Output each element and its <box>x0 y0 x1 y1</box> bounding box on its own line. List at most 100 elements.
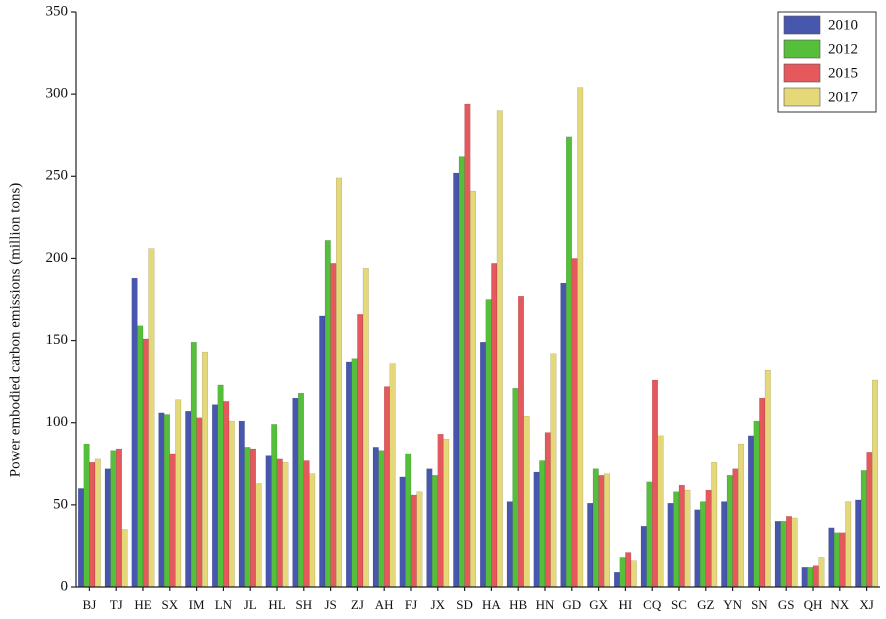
bar <box>432 475 439 588</box>
bar <box>389 363 396 588</box>
x-tick-label: SX <box>161 597 178 612</box>
bar <box>544 432 551 588</box>
x-tick-label: GS <box>778 597 795 612</box>
bar <box>175 399 182 588</box>
bar <box>276 458 283 588</box>
bar <box>372 447 379 588</box>
bar <box>496 110 503 588</box>
x-tick-label: HN <box>536 597 555 612</box>
x-tick-label: HE <box>134 597 151 612</box>
bar <box>309 473 316 588</box>
bar <box>384 386 391 588</box>
bar <box>426 468 433 588</box>
x-tick-label: ZJ <box>351 597 364 612</box>
bar <box>485 299 492 588</box>
x-tick-label: HI <box>619 597 633 612</box>
x-tick-label: LN <box>215 597 233 612</box>
bar <box>801 567 808 588</box>
x-tick-label: FJ <box>405 597 417 612</box>
bar <box>201 351 208 588</box>
x-tick-label: SN <box>751 597 768 612</box>
bar <box>244 447 251 588</box>
bar <box>732 468 739 588</box>
bar <box>378 450 385 588</box>
bar <box>807 567 814 588</box>
bar <box>780 521 787 588</box>
bar <box>539 460 546 588</box>
bar <box>115 448 122 588</box>
bar <box>357 314 364 588</box>
bar <box>336 177 343 588</box>
bar <box>721 501 728 588</box>
bar <box>571 258 578 588</box>
legend-swatch <box>783 39 821 59</box>
bar <box>416 491 423 588</box>
legend-label: 2012 <box>828 41 858 57</box>
bar <box>753 420 760 588</box>
bar <box>319 315 326 588</box>
x-tick-label: XJ <box>859 597 873 612</box>
x-tick-label: CQ <box>643 597 662 612</box>
bar <box>238 420 245 588</box>
y-tick-label: 150 <box>46 332 69 348</box>
bar <box>812 565 819 588</box>
bar <box>774 521 781 588</box>
bar <box>834 532 841 588</box>
bar <box>480 342 487 588</box>
bar <box>523 415 530 588</box>
bar <box>223 401 230 588</box>
bar <box>282 461 289 588</box>
bar <box>491 263 498 588</box>
bar <box>346 361 353 588</box>
bar <box>142 338 149 588</box>
bar <box>77 488 84 588</box>
y-tick-label: 300 <box>46 86 69 102</box>
x-tick-label: YN <box>723 597 742 612</box>
bar <box>158 412 165 588</box>
bar <box>518 296 525 588</box>
bar <box>464 103 471 588</box>
bar <box>592 468 599 588</box>
bar <box>587 503 594 588</box>
bar <box>303 460 310 588</box>
bar <box>640 526 647 588</box>
bar <box>748 435 755 588</box>
bar <box>298 392 305 588</box>
bar <box>271 424 278 588</box>
bar <box>83 443 90 588</box>
bar <box>121 529 128 588</box>
bar <box>330 263 337 588</box>
bar <box>625 552 632 588</box>
bar <box>437 434 444 588</box>
bar <box>657 435 664 588</box>
x-tick-label: SD <box>456 597 473 612</box>
x-tick-label: AH <box>375 597 394 612</box>
x-tick-label: HA <box>482 597 501 612</box>
bar <box>614 572 621 588</box>
legend-label: 2015 <box>828 65 858 81</box>
bar <box>443 438 450 588</box>
bar <box>506 501 513 588</box>
y-tick-label: 50 <box>53 496 68 512</box>
bar <box>351 358 358 588</box>
x-tick-label: JL <box>244 597 257 612</box>
bar <box>694 509 701 588</box>
bar <box>104 468 111 588</box>
bar <box>860 470 867 588</box>
x-tick-label: TJ <box>110 597 123 612</box>
bar <box>630 560 637 588</box>
bar <box>196 417 203 588</box>
bar <box>711 461 718 588</box>
bar <box>169 453 176 588</box>
y-tick-label: 200 <box>46 250 69 266</box>
legend-label: 2017 <box>828 89 859 105</box>
bar <box>185 411 192 588</box>
bar <box>211 404 218 588</box>
bar <box>550 353 557 588</box>
x-tick-label: QH <box>804 597 823 612</box>
bar <box>667 503 674 588</box>
bar <box>855 499 862 588</box>
y-axis-title: Power embodied carbon emissions (million… <box>7 183 23 478</box>
x-tick-label: GZ <box>697 597 714 612</box>
